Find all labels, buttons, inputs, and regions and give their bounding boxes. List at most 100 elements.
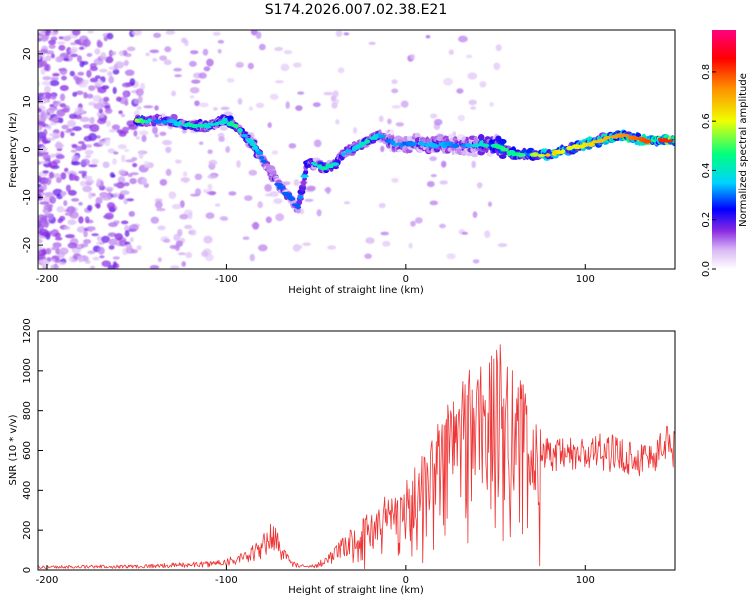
spectrogram-ridge-core [276,185,286,190]
spectrogram-noise-blob [121,154,126,163]
spectrogram-ridge-core [501,147,509,152]
spectrogram-noise-blob [67,119,76,128]
spectrogram-noise-blob [42,76,52,81]
spectrogram-noise-blob [194,100,200,107]
spectrogram-noise-blob [214,203,221,207]
spectrogram-noise-blob [446,253,456,260]
spectrogram-y-tick-label: -10 [22,189,33,205]
spectrogram-marks [38,30,675,269]
spectrogram-y-tick-label: 20 [22,48,33,61]
spectrogram-noise-blob [179,200,185,209]
spectrogram-noise-blob [391,105,401,109]
spectrogram-noise-blob [49,80,60,87]
spectrogram-noise-blob [395,122,404,127]
spectrogram-noise-blob [368,41,376,46]
spectrogram-noise-blob [53,258,62,263]
spectrogram-noise-blob [171,204,182,210]
spectrogram-noise-blob [50,94,57,100]
spectrogram-noise-blob [183,178,189,184]
spectrogram-noise-blob [159,179,168,186]
spectrogram-noise-blob [207,149,213,154]
spectrogram-noise-blob [40,68,46,75]
spectrogram-noise-blob [112,256,120,260]
spectrogram-noise-blob [72,30,81,36]
spectrogram-noise-blob [38,259,48,263]
spectrogram-noise-blob [71,161,81,166]
spectrogram-noise-blob [439,223,446,229]
spectrogram-noise-blob [104,105,110,109]
spectrogram-noise-blob [484,230,491,238]
spectrogram-noise-blob [201,250,209,258]
spectrogram-noise-blob [497,243,508,248]
spectrogram-ridge-core [300,174,309,179]
spectrogram-ridge-core [147,118,153,122]
spectrogram-noise-blob [39,30,46,35]
colorbar-tick-label: 0.6 [701,113,712,129]
spectrogram-noise-blob [104,186,114,191]
spectrogram-noise-blob [283,50,293,55]
spectrogram-noise-blob [76,244,82,249]
spectrogram-noise-blob [213,107,218,111]
spectrogram-noise-blob [112,68,120,75]
spectrogram-noise-blob [165,146,172,153]
spectrogram-noise-blob [95,135,101,139]
spectrogram-noise-blob [83,230,88,238]
spectrogram-ridge-core [237,128,243,133]
spectrogram-noise-blob [282,181,291,186]
spectrogram-noise-blob [59,103,66,108]
spectrogram-noise-blob [273,198,283,205]
snr-x-tick-label: 100 [576,575,595,586]
spectrogram-noise-blob [67,219,77,226]
spectrogram-noise-blob [38,107,42,113]
spectrogram-noise-blob [108,129,117,133]
spectrogram-noise-blob [430,174,437,178]
spectrogram-noise-blob [70,46,79,53]
spectrogram-noise-blob [410,220,416,227]
spectrogram-noise-blob [129,224,139,231]
spectrogram-noise-blob [78,216,84,224]
spectrogram-noise-blob [448,49,454,55]
spectrogram-noise-blob [141,134,147,143]
spectrogram-noise-blob [130,249,138,254]
spectrogram-noise-blob [257,201,264,209]
spectrogram-noise-blob [293,244,303,250]
spectrogram-noise-blob [129,237,134,243]
spectrogram-noise-blob [123,60,128,67]
spectrogram-noise-blob [48,44,56,49]
spectrogram-noise-blob [72,91,78,97]
spectrogram-noise-blob [81,61,89,65]
spectrogram-noise-blob [378,202,386,209]
spectrogram-noise-blob [70,42,77,46]
spectrogram-noise-blob [167,30,174,33]
spectrogram-noise-blob [143,105,154,109]
colorbar-scale [712,30,736,269]
spectrogram-noise-blob [50,53,55,59]
spectrogram-noise-blob [194,173,203,180]
spectrogram-noise-blob [149,49,160,54]
snr-x-tick-label: -200 [36,575,59,586]
spectrogram-ridge-blob [466,152,473,157]
snr-x-tick-label: 0 [403,575,409,586]
spectrogram-noise-blob [128,211,135,217]
spectrogram-noise-blob [206,58,214,67]
spectrogram-noise-blob [84,216,90,224]
spectrogram-noise-blob [113,183,118,187]
spectrogram-noise-blob [304,198,314,202]
spectrogram-noise-blob [302,242,312,246]
spectrogram-noise-blob [156,208,166,212]
spectrogram-noise-blob [88,164,98,168]
spectrogram-noise-blob [51,258,56,262]
spectrogram-noise-blob [48,171,55,179]
spectrogram-ridge-core [327,164,334,169]
spectrogram-noise-blob [207,174,218,179]
colorbar-tick-label: 0.8 [701,64,712,80]
colorbar-tick-label: 0.0 [701,261,712,277]
spectrogram-ridge-core [258,156,265,160]
spectrogram-noise-blob [45,177,52,186]
spectrogram-noise-blob [458,35,468,43]
spectrogram-noise-blob [456,88,464,94]
spectrogram-noise-blob [297,91,305,95]
spectrogram-ridge-core [274,182,283,187]
spectrogram-noise-blob [79,180,87,187]
spectrogram-noise-blob [118,110,123,115]
